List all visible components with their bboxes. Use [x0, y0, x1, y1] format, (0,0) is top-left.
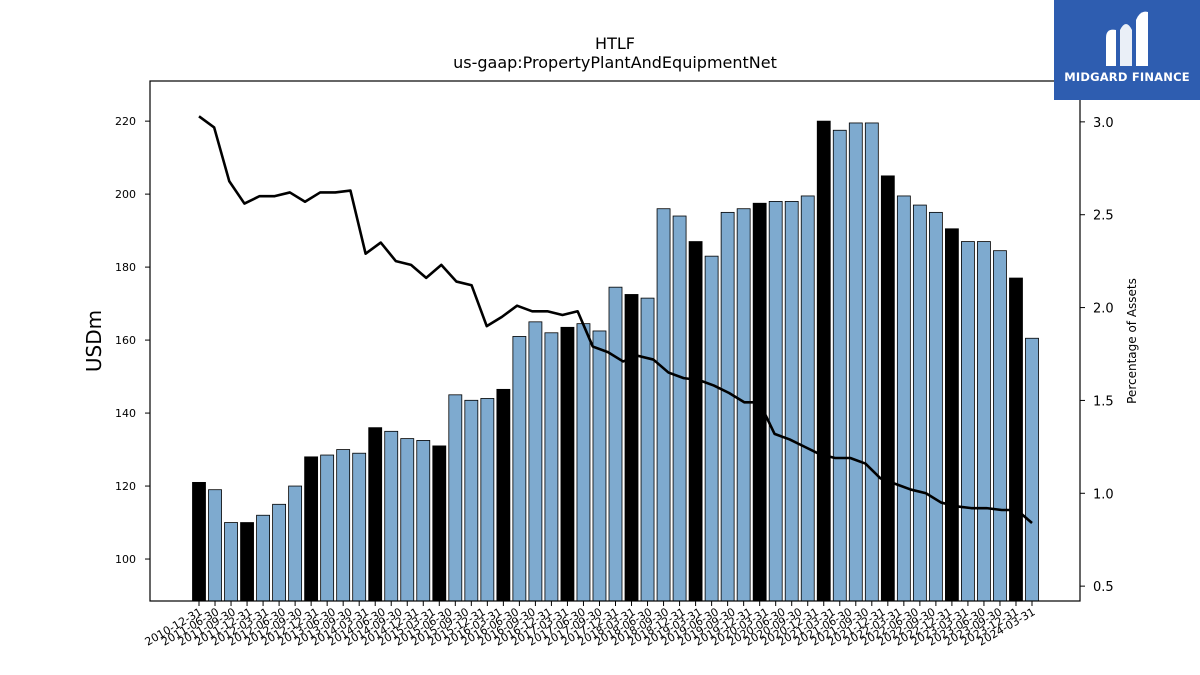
bar [272, 503, 287, 602]
y-tick-label: 220 [115, 115, 136, 128]
bar [368, 427, 383, 602]
bar [352, 452, 367, 602]
y2-tick-label: 3.0 [1093, 116, 1114, 131]
bar [928, 211, 943, 602]
bar [736, 208, 751, 602]
y-tick-label: 160 [115, 334, 136, 347]
y2-tick-label: 2.5 [1093, 209, 1114, 224]
bar [993, 250, 1007, 602]
bar [384, 430, 399, 602]
bar [1025, 337, 1039, 602]
bar [896, 195, 911, 602]
bar [832, 129, 847, 602]
bar [720, 211, 735, 602]
bar [544, 332, 559, 602]
logo: MIDGARD FINANCE [1054, 0, 1200, 100]
bar [1009, 277, 1023, 602]
bar [512, 336, 527, 602]
bar [336, 449, 351, 602]
y-tick-label: 200 [115, 188, 136, 201]
bar [961, 241, 975, 602]
bar [528, 321, 543, 602]
y2-axis: 0.5 1.0 1.5 2.0 2.5 3.0 [1080, 116, 1114, 595]
bar [704, 255, 719, 602]
bar [688, 241, 703, 602]
bar [288, 485, 303, 602]
bar [208, 489, 222, 602]
bar [496, 388, 511, 602]
bar [880, 175, 895, 602]
bar [240, 522, 254, 602]
bar [464, 399, 479, 602]
bar [945, 228, 959, 602]
bar [640, 297, 655, 602]
y-tick-label: 140 [115, 407, 136, 420]
bar [576, 323, 591, 602]
bar [912, 204, 927, 602]
bar [432, 445, 447, 602]
y2-axis-label: Percentage of Assets [1125, 278, 1139, 404]
y-axis-label: USDm [82, 310, 106, 372]
bar [816, 120, 831, 602]
bar [416, 440, 431, 602]
bar [256, 514, 270, 602]
y2-tick-label: 1.5 [1093, 394, 1114, 409]
bar [192, 481, 206, 602]
bar [592, 330, 607, 602]
y-axis: 100 120 140 160 180 200 220 [115, 115, 150, 566]
bar [672, 215, 687, 602]
chart-subtitle: us-gaap:PropertyPlantAndEquipmentNet [453, 53, 777, 72]
midgard-logo-icon [1106, 11, 1148, 66]
chart-title: HTLF [595, 34, 635, 53]
bar [560, 326, 575, 602]
bar [480, 398, 495, 602]
bar [784, 201, 799, 602]
bar [624, 294, 639, 602]
bar [320, 454, 335, 602]
bar [800, 195, 815, 602]
bar [656, 208, 671, 602]
x-axis: 2010-12-312011-06-302011-09-302011-12-31… [143, 601, 1038, 649]
bar [848, 122, 863, 602]
bar [224, 522, 238, 602]
bar [400, 438, 415, 602]
bar [977, 241, 991, 602]
bar [864, 122, 879, 602]
percentage-line [198, 115, 1033, 524]
y-tick-label: 120 [115, 480, 136, 493]
bar [448, 394, 463, 602]
y-tick-label: 100 [115, 553, 136, 566]
line-layer [198, 115, 1033, 524]
y2-tick-label: 0.5 [1093, 580, 1114, 595]
logo-text: MIDGARD FINANCE [1064, 70, 1190, 84]
bar [768, 201, 783, 602]
y-tick-label: 180 [115, 261, 136, 274]
bar [608, 286, 623, 602]
bar [304, 456, 319, 602]
y2-tick-label: 1.0 [1093, 487, 1114, 502]
y2-tick-label: 2.0 [1093, 302, 1114, 317]
